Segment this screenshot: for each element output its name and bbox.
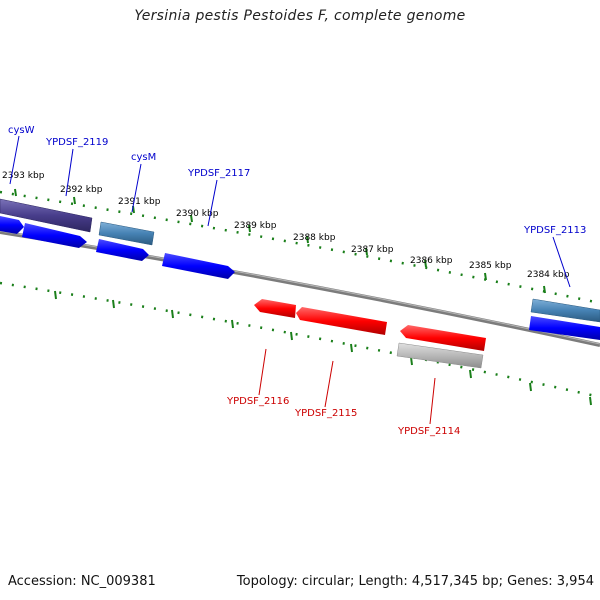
ruler-label: 2392 kbp — [60, 185, 103, 195]
major-tick — [529, 382, 532, 392]
gene-label[interactable]: YPDSF_2114 — [397, 426, 460, 437]
label-leader — [9, 135, 20, 185]
forward-features — [0, 198, 600, 340]
label-leader — [207, 179, 218, 227]
major-tick — [469, 369, 472, 379]
inner-major-ticks — [54, 290, 592, 406]
outer-major-ticks — [14, 188, 546, 294]
genome-backbone — [0, 230, 600, 347]
label-leader — [324, 360, 334, 408]
major-tick — [54, 290, 57, 300]
map-title: Yersinia pestis Pestoides F, complete ge… — [134, 8, 466, 24]
ruler-label: 2385 kbp — [469, 261, 512, 271]
label-leader — [258, 348, 267, 396]
label-leader — [65, 148, 74, 197]
major-tick — [365, 247, 368, 256]
accession-text: Accession: NC_009381 — [8, 574, 156, 589]
major-tick — [424, 259, 427, 268]
genome-summary-text: Topology: circular; Length: 4,517,345 bp… — [236, 574, 594, 589]
feature-other-reverse[interactable] — [396, 342, 484, 369]
gene-label[interactable]: cysW — [8, 125, 35, 136]
gene-label[interactable]: YPDSF_2116 — [226, 396, 289, 407]
gene-label[interactable]: YPDSF_2119 — [45, 137, 108, 148]
gene-label[interactable]: cysM — [131, 152, 156, 163]
ruler-label: 2393 kbp — [2, 171, 45, 181]
ruler-label: 2387 kbp — [351, 245, 394, 255]
major-tick — [112, 299, 115, 309]
feature-rna[interactable] — [530, 298, 600, 323]
label-leader — [429, 377, 436, 425]
ruler-label: 2384 kbp — [527, 270, 570, 280]
ruler-label: 2388 kbp — [293, 233, 336, 243]
major-tick — [484, 272, 487, 281]
major-tick — [14, 188, 17, 197]
ruler-label: 2391 kbp — [118, 197, 161, 207]
major-tick — [290, 331, 293, 341]
major-tick — [350, 343, 353, 353]
feature-other[interactable] — [0, 198, 93, 233]
gene-label[interactable]: YPDSF_2115 — [294, 408, 357, 419]
gene-label[interactable]: YPDSF_2113 — [523, 225, 586, 236]
feature-rna[interactable] — [98, 221, 155, 246]
ruler-label: 2390 kbp — [176, 209, 219, 219]
feature-cds[interactable] — [96, 239, 149, 261]
label-leader — [131, 163, 142, 213]
major-tick — [589, 396, 592, 406]
major-tick — [171, 309, 174, 319]
label-leader — [552, 236, 571, 288]
ruler-label: 2389 kbp — [234, 221, 277, 231]
feature-cds-reverse[interactable] — [296, 307, 387, 335]
feature-cds[interactable] — [22, 223, 87, 248]
feature-cds-reverse[interactable] — [400, 325, 486, 351]
major-tick — [306, 235, 309, 244]
major-tick — [543, 285, 546, 294]
feature-cds-reverse[interactable] — [254, 299, 296, 318]
outer-ruler — [0, 190, 600, 305]
major-tick — [190, 214, 193, 223]
inner-ruler — [0, 281, 600, 399]
feature-cds[interactable] — [529, 316, 600, 340]
gene-label[interactable]: YPDSF_2117 — [187, 168, 250, 179]
reverse-features — [254, 299, 486, 369]
feature-cds[interactable] — [162, 253, 235, 279]
major-tick — [410, 356, 413, 366]
ruler-label: 2386 kbp — [410, 256, 453, 266]
major-tick — [231, 319, 234, 329]
major-tick — [248, 224, 251, 233]
major-tick — [73, 196, 76, 205]
feature-cds[interactable] — [0, 216, 24, 234]
